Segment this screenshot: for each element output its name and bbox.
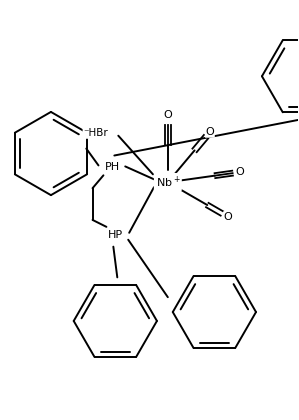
Text: PH: PH [105,163,120,172]
Text: O: O [205,127,214,137]
Text: O: O [224,212,232,222]
Text: ⁻HBr: ⁻HBr [84,128,108,138]
Text: O: O [164,110,172,120]
Text: O: O [235,167,244,177]
Text: HP: HP [108,230,123,240]
Text: Nb$^+$: Nb$^+$ [155,175,180,190]
